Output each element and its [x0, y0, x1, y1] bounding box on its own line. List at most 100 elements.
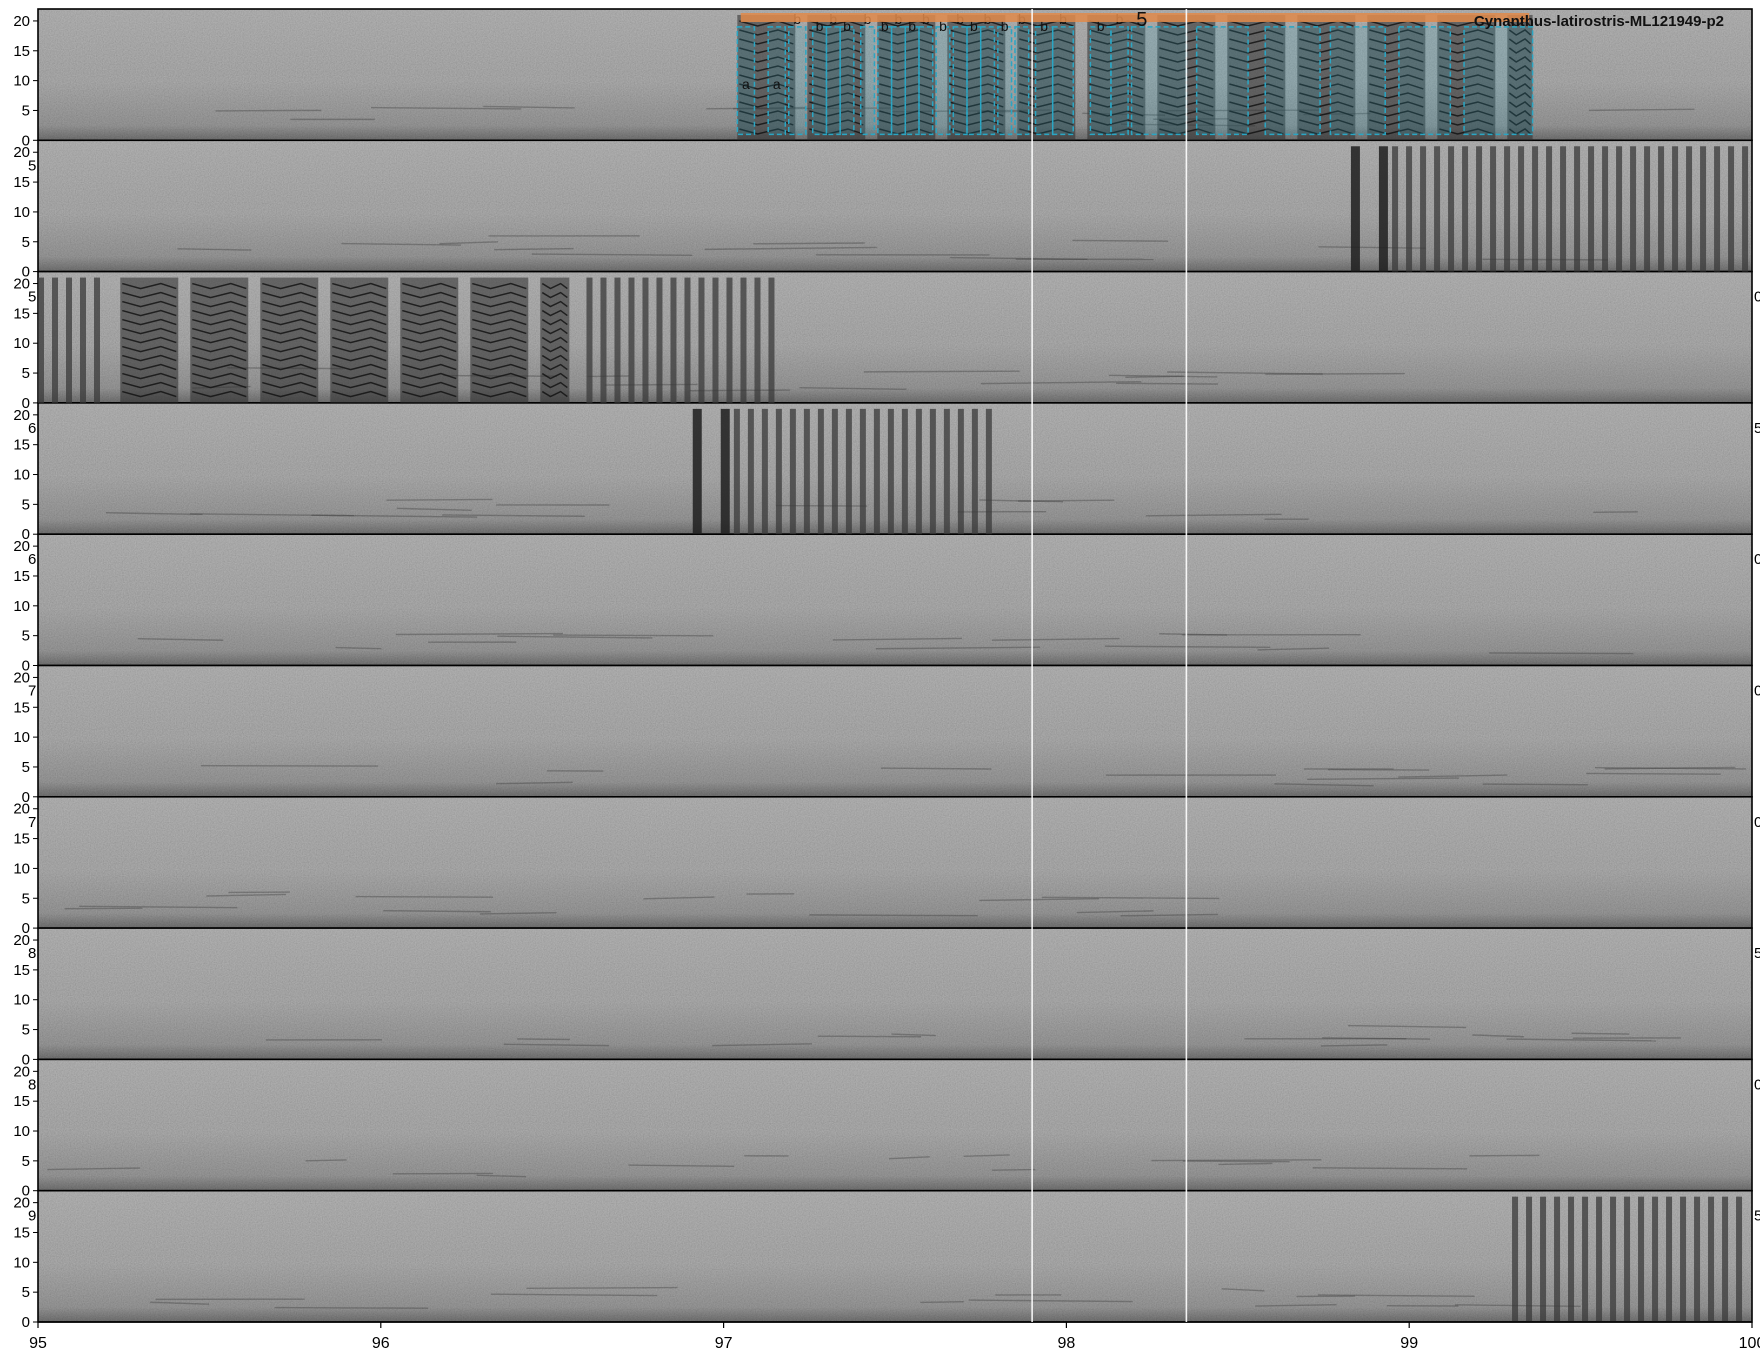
- song-harmonic: [1439, 101, 1494, 108]
- y-tick-label: 20: [13, 1063, 30, 1080]
- song-harmonic: [1508, 56, 1532, 63]
- row-right-label: 0: [1754, 1076, 1760, 1093]
- y-tick-label: 15: [13, 437, 30, 454]
- vocal-stripe: [726, 277, 733, 403]
- song-harmonic: [541, 354, 568, 362]
- song-harmonic: [879, 38, 934, 45]
- song-harmonic: [879, 119, 934, 126]
- song-harmonic: [541, 309, 568, 317]
- syllable-label: b: [908, 18, 916, 34]
- vocal-stripe: [66, 277, 72, 403]
- song-harmonic: [262, 372, 317, 380]
- syllable-box: [979, 26, 996, 136]
- chart-title: Cynanthus-latirostris-ML121949-p2: [1474, 13, 1724, 30]
- syllable-box: [952, 26, 968, 136]
- song-harmonic: [949, 92, 1004, 99]
- syllable-box: [767, 26, 787, 136]
- song-harmonic: [402, 363, 457, 371]
- song-harmonic: [879, 110, 934, 117]
- row-top-fade: [38, 534, 1752, 600]
- background-streak: [137, 637, 224, 641]
- vocal-stripe: [1708, 1196, 1715, 1322]
- background-streak: [991, 1168, 1036, 1171]
- vocal-stripe: [1644, 146, 1651, 272]
- song-harmonic: [1369, 83, 1424, 90]
- song-harmonic: [809, 119, 864, 126]
- song-harmonic: [1369, 92, 1424, 99]
- background-streak: [1145, 513, 1282, 517]
- background-streak: [832, 637, 962, 641]
- background-streak: [177, 248, 252, 251]
- song-harmonic: [472, 363, 527, 371]
- background-streak: [1104, 645, 1271, 649]
- song-harmonic: [1229, 83, 1284, 90]
- song-harmonic: [1019, 65, 1074, 72]
- y-tick-label: 10: [13, 598, 30, 615]
- y-tick-label: 20: [13, 801, 30, 818]
- vocal-stripe: [1532, 146, 1539, 272]
- song-harmonic: [1508, 47, 1532, 54]
- vocal-stripe: [957, 408, 964, 535]
- background-streak: [355, 895, 494, 898]
- y-tick-label: 10: [13, 992, 30, 1009]
- row-left-label: 7: [28, 814, 36, 831]
- background-streak: [799, 387, 907, 390]
- vocal-stripe: [929, 408, 936, 535]
- vocal-stripe: [642, 277, 649, 403]
- y-tick-label: 20: [13, 538, 30, 555]
- song-harmonic: [1299, 38, 1354, 45]
- song-harmonic: [262, 309, 317, 317]
- song-harmonic: [122, 372, 177, 380]
- vocal-stripe: [1728, 146, 1735, 272]
- background-streak: [531, 253, 693, 256]
- background-streak: [1182, 1160, 1290, 1163]
- background-streak: [1255, 1304, 1337, 1307]
- syllable-box: [904, 26, 920, 136]
- song-harmonic: [809, 38, 864, 45]
- vocal-stripe: [1490, 146, 1497, 272]
- background-streak: [503, 1043, 610, 1047]
- song-harmonic: [122, 381, 177, 389]
- vocal-stripe: [1666, 1196, 1673, 1322]
- song-harmonic: [1019, 20, 1074, 27]
- vocal-stripe: [1652, 1196, 1659, 1322]
- syllable-annotation: b: [966, 18, 982, 136]
- song-harmonic: [1299, 92, 1354, 99]
- song-harmonic: [1439, 110, 1494, 117]
- song-harmonic: [192, 291, 247, 299]
- song-harmonic: [541, 363, 568, 371]
- vocal-stripe: [1658, 146, 1665, 272]
- background-streak: [628, 1164, 735, 1167]
- syllable-label: b: [881, 18, 889, 34]
- song-harmonic: [1508, 38, 1532, 45]
- vocal-region: [586, 277, 775, 403]
- background-streak: [274, 1306, 429, 1309]
- vocal-stripe: [887, 408, 894, 535]
- song-harmonic: [1229, 128, 1284, 135]
- vocal-stripe: [1462, 146, 1469, 272]
- background-streak: [442, 514, 585, 517]
- y-tick-label: 0: [22, 1051, 30, 1068]
- syllable-label: b: [816, 18, 824, 34]
- row-top-fade: [38, 928, 1752, 994]
- song-harmonic: [1369, 38, 1424, 45]
- syllable-annotation: b: [904, 18, 920, 136]
- song-harmonic: [879, 92, 934, 99]
- background-streak: [1506, 1038, 1657, 1042]
- song-harmonic: [1299, 29, 1354, 36]
- y-tick-label: 15: [13, 305, 30, 322]
- song-harmonic: [1439, 29, 1494, 36]
- song-harmonic: [472, 300, 527, 308]
- row-low-band: [38, 1131, 1752, 1191]
- song-harmonic: [1439, 56, 1494, 63]
- vocal-stripe: [768, 277, 775, 403]
- background-streak: [968, 1299, 1133, 1303]
- song-harmonic: [1369, 20, 1424, 27]
- y-tick-label: 20: [13, 144, 30, 161]
- y-tick-label: 20: [13, 407, 30, 424]
- song-harmonic: [879, 83, 934, 90]
- song-harmonic: [1089, 56, 1144, 63]
- vocal-stripe: [761, 408, 768, 535]
- syllable-box: [1089, 26, 1112, 136]
- y-tick-label: 0: [22, 395, 30, 412]
